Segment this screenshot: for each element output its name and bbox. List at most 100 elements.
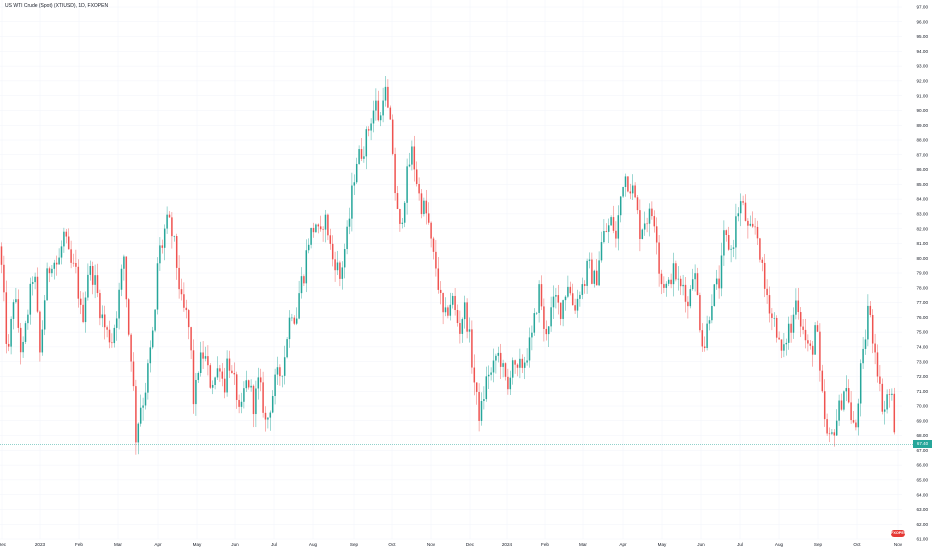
candle-body [401, 222, 404, 224]
candle-body [108, 329, 111, 343]
candle-body [543, 306, 545, 329]
candle-body [749, 223, 752, 226]
candle-body [857, 403, 860, 428]
y-tick-label: 87.00 [917, 152, 929, 157]
candle-body [761, 259, 764, 263]
candle-body [137, 423, 140, 443]
candle-body [336, 262, 339, 271]
candle-body [516, 364, 519, 368]
candle-body [684, 284, 687, 302]
candle-body [759, 238, 761, 260]
candle-body [96, 275, 99, 294]
candle-body [118, 289, 120, 319]
y-tick-label: 78.00 [917, 285, 929, 290]
candle-body [48, 268, 51, 274]
grid-lines [0, 0, 902, 540]
candle-body [317, 224, 320, 227]
y-tick-label: 90.00 [917, 108, 929, 113]
candle-body [886, 394, 888, 410]
candle-body [259, 377, 262, 383]
candle-body [473, 367, 476, 383]
x-tick-label: 2024 [502, 542, 513, 547]
candle-body [564, 296, 567, 301]
candle-body [204, 356, 207, 359]
candle-body [617, 215, 620, 239]
candle-body [411, 146, 413, 165]
candle-body [720, 255, 723, 289]
candle-body [845, 388, 848, 392]
candle-body [197, 373, 200, 380]
candle-body [300, 276, 303, 294]
candle-body [327, 214, 329, 236]
candle-body [175, 236, 178, 268]
candle-body [763, 262, 766, 289]
candle-body [773, 317, 776, 319]
candle-body [629, 191, 632, 194]
candle-body [99, 293, 101, 319]
candle-body [399, 209, 401, 224]
y-tick-label: 92.00 [917, 78, 929, 83]
candle-body [355, 163, 358, 183]
candle-body [418, 183, 420, 194]
x-tick-label: Aug [775, 542, 784, 547]
candle-body [63, 231, 65, 247]
candle-body [677, 278, 680, 280]
candle-body [663, 284, 665, 288]
candle-body [691, 279, 694, 290]
candle-body [72, 262, 75, 264]
candle-body [727, 235, 730, 250]
candle-body [598, 260, 600, 286]
x-tick-label: Aug [309, 542, 318, 547]
candle-body [538, 284, 540, 313]
candle-body [130, 334, 132, 362]
x-tick-label: Oct [388, 542, 396, 547]
candle-body [708, 320, 711, 324]
candle-body [780, 339, 783, 351]
candle-body [591, 259, 593, 284]
candle-body [15, 299, 17, 303]
candle-body [75, 263, 77, 267]
candle-body [19, 327, 22, 353]
candle-body [694, 273, 696, 280]
candle-body [823, 391, 826, 420]
candle-body [187, 310, 190, 328]
candle-body [101, 314, 104, 319]
candle-body [353, 182, 356, 186]
candle-body [351, 185, 353, 219]
candle-body [252, 385, 255, 415]
candle-body [439, 289, 442, 293]
candle-body [615, 230, 617, 239]
candle-body [480, 401, 483, 421]
candle-body [451, 295, 454, 305]
candle-body [166, 214, 168, 229]
price-axis[interactable]: 97.00 96.00 95.00 94.00 93.00 92.00 91.00 90.00… [917, 5, 929, 542]
candle-body [161, 245, 164, 248]
candle-body [408, 164, 411, 167]
candle-body [233, 373, 236, 375]
candle-body [123, 256, 125, 269]
candle-body [883, 409, 886, 412]
candle-body [43, 300, 46, 330]
candle-body [24, 323, 27, 342]
time-axis[interactable]: Dec 2023 Feb Mar Apr May Jun Jul Aug Sep Oct Nov Dec… [0, 542, 903, 547]
candle-body [840, 400, 843, 410]
candle-body [888, 394, 891, 395]
y-tick-label: 72.00 [917, 374, 929, 379]
candle-body [432, 238, 435, 252]
candle-body [790, 323, 792, 333]
candle-body [329, 235, 332, 244]
candle-body [867, 305, 869, 340]
candle-body [459, 323, 461, 334]
candle-body [111, 342, 113, 344]
candle-body [833, 432, 836, 436]
candle-body [607, 225, 610, 232]
candle-body [223, 378, 226, 393]
candle-body [94, 275, 96, 285]
candle-body [847, 388, 850, 403]
x-tick-label: Oct [853, 542, 861, 547]
candle-body [89, 266, 92, 275]
candle-body [3, 264, 5, 293]
candle-body [696, 273, 699, 296]
candle-body [377, 100, 380, 121]
